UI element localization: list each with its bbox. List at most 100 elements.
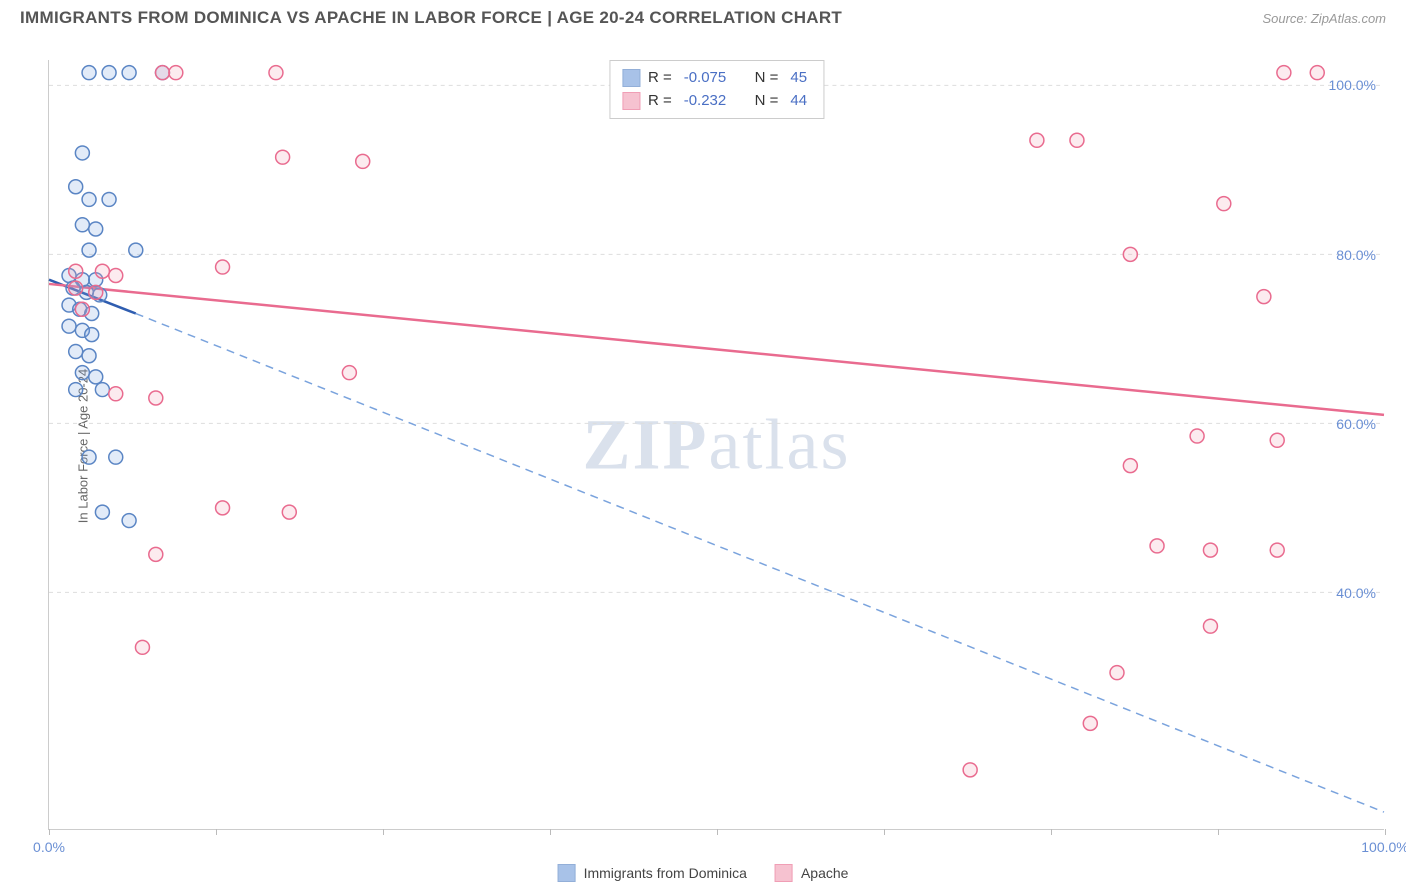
x-tick-label: 0.0% xyxy=(33,839,65,855)
plot-svg xyxy=(49,60,1384,829)
bottom-legend: Immigrants from Dominica Apache xyxy=(558,864,849,882)
plot-area: ZIPatlas R = -0.075 N = 45 R = -0.232 xyxy=(48,60,1384,830)
r-value-apache: -0.232 xyxy=(684,90,727,113)
source-label: Source: ZipAtlas.com xyxy=(1262,11,1386,26)
data-point-apache xyxy=(135,640,149,654)
data-point-apache xyxy=(1277,66,1291,80)
legend-label-dominica: Immigrants from Dominica xyxy=(584,865,747,881)
data-point-apache xyxy=(1030,133,1044,147)
legend-item-dominica: Immigrants from Dominica xyxy=(558,864,747,882)
data-point-apache xyxy=(95,264,109,278)
data-point-apache xyxy=(1270,433,1284,447)
data-point-apache xyxy=(75,302,89,316)
data-point-apache xyxy=(69,281,83,295)
data-point-apache xyxy=(1070,133,1084,147)
legend-label-apache: Apache xyxy=(801,865,848,881)
data-point-apache xyxy=(356,154,370,168)
data-point-apache xyxy=(282,505,296,519)
y-tick-label: 100.0% xyxy=(1329,77,1376,93)
data-point-dominica xyxy=(82,243,96,257)
swatch-apache xyxy=(622,92,640,110)
x-tick xyxy=(1385,829,1386,835)
data-point-dominica xyxy=(75,218,89,232)
swatch-dominica-bottom xyxy=(558,864,576,882)
legend-row-apache: R = -0.232 N = 44 xyxy=(622,90,811,113)
r-label: R = xyxy=(648,67,672,90)
swatch-apache-bottom xyxy=(775,864,793,882)
x-tick xyxy=(1218,829,1219,835)
data-point-dominica xyxy=(95,505,109,519)
y-tick-label: 40.0% xyxy=(1336,585,1376,601)
x-tick xyxy=(1051,829,1052,835)
y-tick-label: 80.0% xyxy=(1336,247,1376,263)
data-point-apache xyxy=(1257,290,1271,304)
data-point-apache xyxy=(89,285,103,299)
x-tick xyxy=(216,829,217,835)
x-tick xyxy=(49,829,50,835)
data-point-dominica xyxy=(102,192,116,206)
data-point-apache xyxy=(1190,429,1204,443)
trend-line-dashed-dominica xyxy=(136,314,1384,813)
r-label: R = xyxy=(648,90,672,113)
n-value-apache: 44 xyxy=(790,90,807,113)
x-tick xyxy=(383,829,384,835)
swatch-dominica xyxy=(622,69,640,87)
data-point-apache xyxy=(963,763,977,777)
data-point-apache xyxy=(1110,666,1124,680)
data-point-apache xyxy=(149,547,163,561)
legend-row-dominica: R = -0.075 N = 45 xyxy=(622,67,811,90)
data-point-dominica xyxy=(122,514,136,528)
data-point-apache xyxy=(149,391,163,405)
data-point-dominica xyxy=(75,146,89,160)
data-point-dominica xyxy=(82,192,96,206)
n-label: N = xyxy=(755,67,779,90)
data-point-apache xyxy=(1217,197,1231,211)
r-value-dominica: -0.075 xyxy=(684,67,727,90)
data-point-dominica xyxy=(89,370,103,384)
x-tick xyxy=(717,829,718,835)
data-point-apache xyxy=(216,260,230,274)
data-point-apache xyxy=(69,264,83,278)
data-point-dominica xyxy=(75,366,89,380)
data-point-dominica xyxy=(82,66,96,80)
data-point-apache xyxy=(109,268,123,282)
data-point-dominica xyxy=(122,66,136,80)
x-tick xyxy=(884,829,885,835)
data-point-apache xyxy=(1150,539,1164,553)
data-point-dominica xyxy=(69,345,83,359)
data-point-dominica xyxy=(102,66,116,80)
trend-line-apache xyxy=(49,284,1384,415)
correlation-legend: R = -0.075 N = 45 R = -0.232 N = 44 xyxy=(609,60,824,119)
data-point-apache xyxy=(1310,66,1324,80)
data-point-apache xyxy=(169,66,183,80)
data-point-apache xyxy=(1123,247,1137,261)
chart-container: IMMIGRANTS FROM DOMINICA VS APACHE IN LA… xyxy=(0,0,1406,892)
data-point-apache xyxy=(276,150,290,164)
data-point-apache xyxy=(1270,543,1284,557)
data-point-dominica xyxy=(89,222,103,236)
chart-title: IMMIGRANTS FROM DOMINICA VS APACHE IN LA… xyxy=(20,8,842,28)
data-point-apache xyxy=(342,366,356,380)
data-point-dominica xyxy=(109,450,123,464)
data-point-dominica xyxy=(95,383,109,397)
data-point-apache xyxy=(109,387,123,401)
data-point-dominica xyxy=(69,383,83,397)
data-point-apache xyxy=(155,66,169,80)
legend-item-apache: Apache xyxy=(775,864,848,882)
data-point-apache xyxy=(269,66,283,80)
data-point-apache xyxy=(1203,619,1217,633)
x-tick-label: 100.0% xyxy=(1361,839,1406,855)
data-point-apache xyxy=(216,501,230,515)
n-label: N = xyxy=(755,90,779,113)
data-point-dominica xyxy=(85,328,99,342)
y-tick-label: 60.0% xyxy=(1336,416,1376,432)
data-point-apache xyxy=(1083,716,1097,730)
title-bar: IMMIGRANTS FROM DOMINICA VS APACHE IN LA… xyxy=(0,0,1406,32)
data-point-dominica xyxy=(62,319,76,333)
data-point-dominica xyxy=(82,450,96,464)
data-point-dominica xyxy=(69,180,83,194)
data-point-apache xyxy=(1203,543,1217,557)
x-tick xyxy=(550,829,551,835)
n-value-dominica: 45 xyxy=(790,67,807,90)
data-point-apache xyxy=(1123,459,1137,473)
